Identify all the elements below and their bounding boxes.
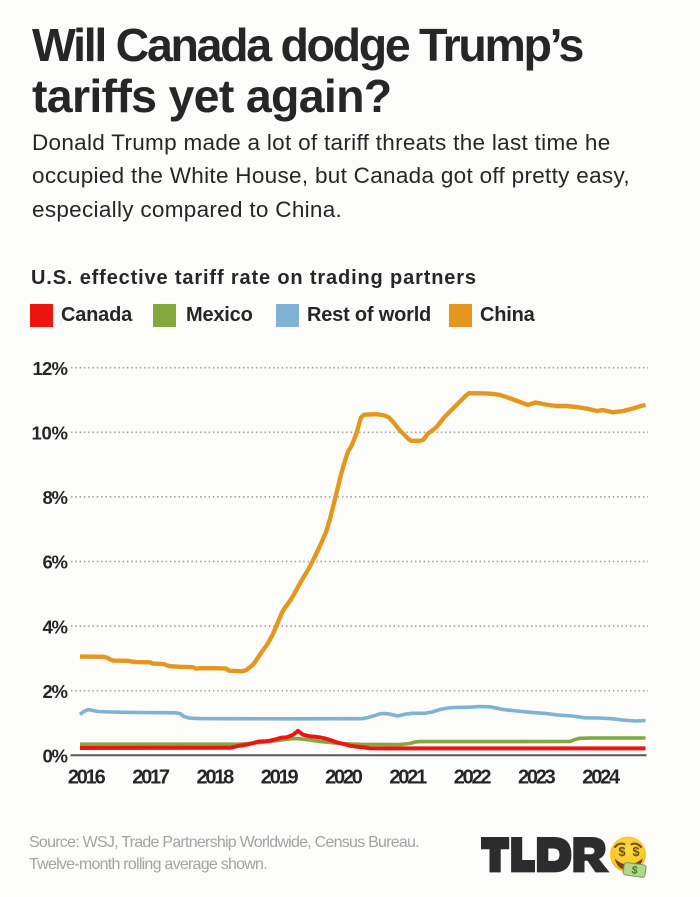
svg-text:2%: 2%	[43, 681, 69, 702]
svg-text:4%: 4%	[43, 616, 69, 637]
svg-text:$: $	[632, 844, 640, 859]
svg-text:2022: 2022	[454, 767, 492, 789]
svg-text:8%: 8%	[43, 487, 69, 508]
svg-text:2023: 2023	[518, 767, 556, 789]
svg-text:0%: 0%	[43, 746, 69, 767]
svg-text:6%: 6%	[43, 552, 69, 573]
svg-text:2020: 2020	[325, 767, 363, 789]
svg-text:$: $	[631, 864, 639, 877]
svg-text:2024: 2024	[582, 767, 621, 789]
svg-text:12%: 12%	[33, 358, 69, 379]
svg-text:2021: 2021	[389, 767, 427, 789]
svg-text:2019: 2019	[261, 767, 299, 789]
svg-text:2016: 2016	[68, 767, 106, 789]
svg-text:2018: 2018	[197, 767, 235, 789]
svg-text:10%: 10%	[32, 423, 69, 444]
svg-text:2017: 2017	[132, 767, 170, 789]
svg-text:$: $	[618, 844, 626, 859]
